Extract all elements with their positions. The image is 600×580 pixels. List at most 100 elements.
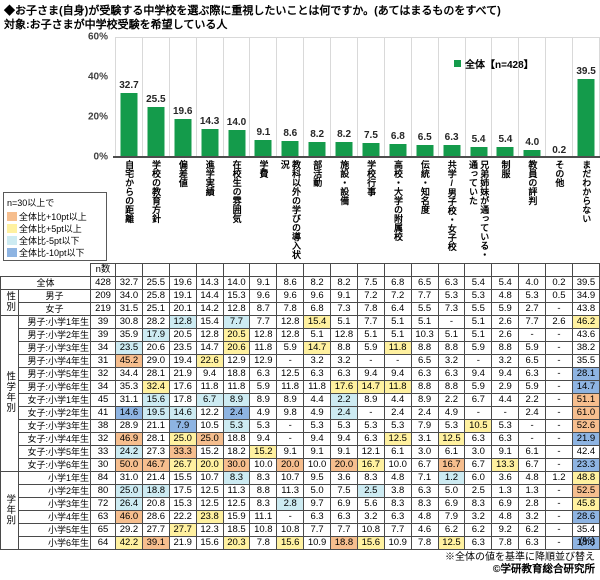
column-header-cell — [545, 263, 573, 277]
column-header-cell — [491, 263, 520, 277]
row-label: 小学1年生 — [18, 471, 91, 485]
data-cell: 12.5 — [276, 367, 305, 381]
table-row: 性別 男子 209 34.0 25.8 19.1 14.4 15.3 9.6 9.6 9.6 9.1 7… — [0, 289, 600, 316]
data-cell: 2.2 — [330, 393, 358, 407]
category-label: まだわからない — [581, 160, 592, 223]
data-cell: 8.7 — [249, 302, 278, 316]
row-label: 女子:小学5年生 — [18, 445, 91, 459]
legend-label: 全体【n=428】 — [465, 60, 534, 71]
data-cell: 2.7 — [518, 302, 546, 316]
data-cell: 20.0 — [276, 458, 305, 472]
data-cell: 16.7 — [356, 458, 385, 472]
data-cell: 12.5 — [195, 484, 224, 498]
data-cell: 39.1 — [141, 536, 170, 550]
data-cell: 20.0 — [195, 458, 224, 472]
category-label-column: 学校行事 — [357, 160, 384, 259]
n-value: 209 — [90, 289, 116, 303]
data-cell: 4.0 — [518, 276, 546, 290]
data-cell: - — [545, 510, 573, 524]
table-row: 小学6年生 64 42.2 39.1 21.9 15.6 20.3 7.8 15.6 10.9 18… — [1, 536, 600, 550]
data-cell: 45.8 — [571, 497, 600, 511]
data-cell: - — [545, 341, 573, 355]
data-cell: 6.5 — [410, 276, 439, 290]
bar-column: 5.4 — [492, 38, 520, 158]
data-cell: 11.8 — [195, 380, 224, 394]
data-cell: 15.9 — [222, 510, 251, 524]
n-value: 32 — [90, 432, 116, 446]
data-cell: 7.5 — [356, 276, 385, 290]
data-cell: 6.3 — [303, 367, 331, 381]
data-cell: - — [545, 406, 573, 420]
bar — [389, 144, 407, 158]
table-row: 小学2年生 80 25.0 18.8 17.5 12.5 11.3 8.8 11.3 5.0 7.5… — [1, 484, 600, 498]
data-cell: 3.2 — [356, 510, 385, 524]
category-label-column: 学校の教育方針 — [142, 160, 169, 259]
data-cell: 4.9 — [249, 406, 278, 420]
data-cell: 2.8 — [276, 497, 305, 511]
data-cell: - — [491, 406, 520, 420]
category-label-column: 在校生の雰囲気 — [223, 160, 250, 259]
data-cell: 35.5 — [571, 354, 600, 368]
category-label-column: 学費 — [249, 160, 276, 259]
data-cell: 5.6 — [356, 497, 385, 511]
data-cell: 5.9 — [491, 302, 520, 316]
data-cell: 7.7 — [330, 523, 358, 537]
data-cell: - — [518, 328, 546, 342]
data-cell: 26.4 — [115, 497, 143, 511]
category-label: 学校行事 — [366, 160, 377, 196]
row-label: 女子:小学3年生 — [18, 419, 91, 433]
category-label: 高校・大学の附属校 — [392, 160, 403, 241]
data-cell: 2.6 — [491, 315, 520, 329]
data-cell: 3.2 — [303, 354, 331, 368]
data-cell: 23.5 — [115, 341, 143, 355]
data-cell: 20.8 — [141, 497, 170, 511]
data-cell: 20.5 — [168, 328, 197, 342]
data-cell: 2.4 — [518, 406, 546, 420]
bar — [335, 141, 353, 158]
y-tick-label: 60% — [87, 31, 108, 43]
data-cell: 7.7 — [518, 315, 546, 329]
data-cell: 7.3 — [437, 302, 466, 316]
bar-column: 6.3 — [439, 38, 466, 158]
bar-value-label: 19.6 — [172, 105, 193, 117]
data-cell: 1.3 — [491, 484, 520, 498]
bar — [496, 147, 514, 158]
data-cell: 15.6 — [356, 536, 385, 550]
data-cell: 22.2 — [168, 510, 197, 524]
data-cell: 43.6 — [571, 328, 600, 342]
data-cell: 6.0 — [464, 471, 493, 485]
data-cell: 12.8 — [195, 328, 224, 342]
column-header-cell — [303, 263, 331, 277]
table-row: 女子:小学4年生 32 46.9 28.1 25.0 25.0 18.8 9.4-9.4 9.4… — [1, 432, 600, 446]
category-label-column: まだわからない — [572, 160, 599, 259]
row-label: 女子 — [18, 302, 91, 316]
data-cell: - — [276, 432, 305, 446]
row-label: 小学6年生 — [18, 536, 91, 550]
data-cell: - — [545, 393, 573, 407]
data-cell: 27.7 — [141, 523, 170, 537]
data-cell: 3.0 — [410, 445, 439, 459]
bar-column: 6.8 — [385, 38, 412, 158]
category-label: 学校の教育方針 — [150, 160, 161, 223]
data-cell: 46.7 — [141, 458, 170, 472]
category-label: 施設・設備 — [339, 160, 350, 205]
data-cell: 10.9 — [383, 536, 412, 550]
data-cell: 46.9 — [115, 432, 143, 446]
data-cell: 8.9 — [249, 393, 278, 407]
data-cell: 2.9 — [491, 380, 520, 394]
data-cell: 46.0 — [115, 510, 143, 524]
data-cell: 25.0 — [195, 432, 224, 446]
bar-column: 25.5 — [143, 38, 170, 158]
n-value: 30 — [90, 458, 116, 472]
data-cell: 6.3 — [410, 367, 439, 381]
bar-value-label: 4.0 — [525, 137, 540, 148]
table-row: 男子:小学6年生 34 35.3 32.4 17.6 11.8 11.8 5.9 11.8 11.… — [1, 380, 600, 394]
data-cell: - — [276, 419, 305, 433]
data-cell: 2.5 — [464, 484, 493, 498]
data-cell: 9.4 — [356, 367, 385, 381]
data-cell: 2.4 — [383, 406, 412, 420]
data-cell: 10.0 — [249, 458, 278, 472]
row-label: 男子:小学2年生 — [18, 328, 91, 342]
n-value: 45 — [90, 393, 116, 407]
category-label-column: 教員の評判 — [518, 160, 545, 259]
